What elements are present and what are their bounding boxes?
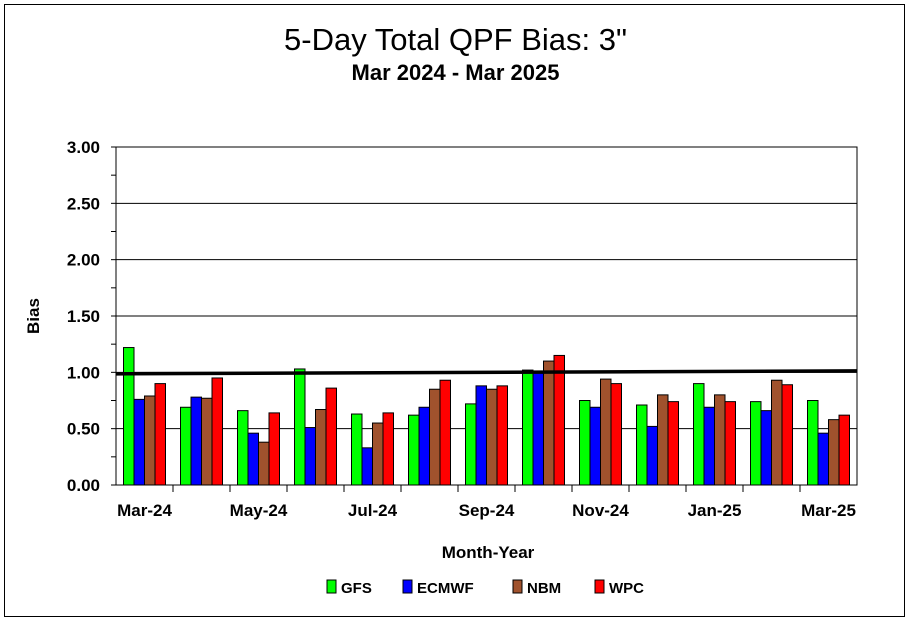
y-axis-title: Bias	[24, 298, 43, 334]
legend-label-gfs: GFS	[341, 580, 372, 597]
bar-nbm	[828, 419, 840, 486]
legend-swatch-wpc	[594, 579, 605, 594]
bar-wpc	[496, 385, 508, 486]
bar-gfs	[636, 404, 648, 486]
bar-nbm	[657, 394, 669, 486]
bar-gfs	[807, 400, 819, 486]
bar-wpc	[553, 354, 565, 486]
bar-nbm	[429, 388, 441, 486]
bar-ecmwf	[247, 432, 259, 486]
bar-wpc	[781, 384, 793, 486]
legend-label-ecmwf: ECMWF	[417, 580, 474, 597]
bar-wpc	[268, 412, 280, 486]
bar-wpc	[382, 412, 394, 486]
x-axis-title: Month-Year	[442, 543, 535, 562]
bar-ecmwf	[361, 447, 373, 486]
bar-nbm	[771, 379, 783, 486]
y-tick-label: 1.00	[67, 363, 100, 382]
bar-nbm	[714, 394, 726, 486]
bar-gfs	[351, 413, 363, 486]
bar-nbm	[372, 422, 384, 486]
x-tick-label: Mar-24	[117, 501, 172, 520]
reference-line	[115, 369, 858, 376]
bar-wpc	[211, 377, 223, 486]
bar-ecmwf	[475, 385, 487, 486]
x-tick-label: May-24	[230, 501, 288, 520]
bar-ecmwf	[133, 398, 145, 486]
chart-title: 5-Day Total QPF Bias: 3"	[284, 22, 627, 57]
y-tick-label: 0.00	[67, 476, 100, 495]
bar-nbm	[201, 397, 213, 486]
bar-gfs	[294, 368, 306, 486]
bar-wpc	[667, 401, 679, 486]
bar-wpc	[724, 401, 736, 486]
x-tick-label: Jul-24	[348, 501, 398, 520]
bar-gfs	[123, 347, 135, 486]
bar-gfs	[522, 369, 534, 486]
legend-swatch-nbm	[512, 579, 523, 594]
bar-gfs	[237, 410, 249, 486]
legend-label-wpc: WPC	[609, 580, 644, 597]
bar-gfs	[180, 406, 192, 486]
bar-ecmwf	[817, 432, 829, 486]
x-tick-label: Mar-25	[801, 501, 856, 520]
x-tick-label: Jan-25	[688, 501, 742, 520]
legend-swatch-gfs	[326, 579, 337, 594]
bar-ecmwf	[304, 427, 316, 486]
x-tick-label: Nov-24	[572, 501, 629, 520]
y-tick-label: 0.50	[67, 420, 100, 439]
bar-gfs	[408, 414, 420, 486]
bar-nbm	[315, 409, 327, 486]
bar-nbm	[258, 441, 270, 486]
y-tick-label: 2.50	[67, 194, 100, 213]
bar-nbm	[144, 395, 156, 486]
bar-ecmwf	[760, 410, 772, 486]
bar-ecmwf	[418, 406, 430, 486]
bar-wpc	[610, 383, 622, 486]
bar-ecmwf	[646, 425, 658, 486]
bar-ecmwf	[532, 370, 544, 486]
legend-swatch-ecmwf	[402, 579, 413, 594]
bar-nbm	[600, 378, 612, 486]
bar-gfs	[693, 383, 705, 486]
y-tick-label: 1.50	[67, 307, 100, 326]
x-tick-label: Sep-24	[459, 501, 515, 520]
bar-ecmwf	[190, 396, 202, 486]
plot-border	[115, 146, 858, 486]
bar-ecmwf	[703, 406, 715, 486]
y-tick-label: 2.00	[67, 251, 100, 270]
chart-subtitle: Mar 2024 - Mar 2025	[351, 60, 560, 85]
bar-nbm	[486, 388, 498, 486]
bar-ecmwf	[589, 406, 601, 486]
bar-wpc	[439, 379, 451, 486]
bar-wpc	[154, 383, 166, 486]
legend-label-nbm: NBM	[527, 580, 561, 597]
chart-frame	[4, 4, 905, 617]
bar-gfs	[750, 401, 762, 486]
bar-nbm	[543, 360, 555, 486]
bar-gfs	[579, 400, 591, 486]
y-tick-label: 3.00	[67, 138, 100, 157]
bar-gfs	[465, 403, 477, 486]
bar-wpc	[838, 414, 850, 486]
bar-wpc	[325, 387, 337, 486]
